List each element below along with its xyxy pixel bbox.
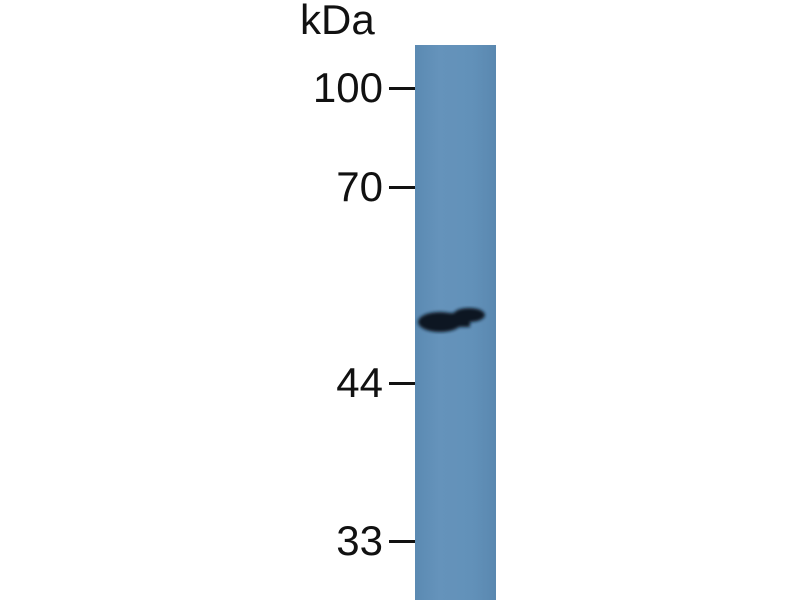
marker-tick — [389, 186, 415, 189]
marker-tick — [389, 382, 415, 385]
marker-70: 70 — [280, 163, 415, 210]
protein-band — [418, 308, 485, 332]
marker-label: 33 — [336, 517, 383, 564]
marker-44: 44 — [280, 359, 415, 406]
marker-33: 33 — [280, 517, 415, 564]
marker-100: 100 — [280, 64, 415, 111]
marker-tick — [389, 540, 415, 543]
unit-label: kDa — [300, 0, 375, 43]
marker-label: 100 — [312, 64, 383, 111]
marker-tick — [389, 87, 415, 90]
marker-label: 70 — [336, 163, 383, 210]
marker-label: 44 — [336, 359, 383, 406]
blot-lane — [415, 45, 496, 600]
